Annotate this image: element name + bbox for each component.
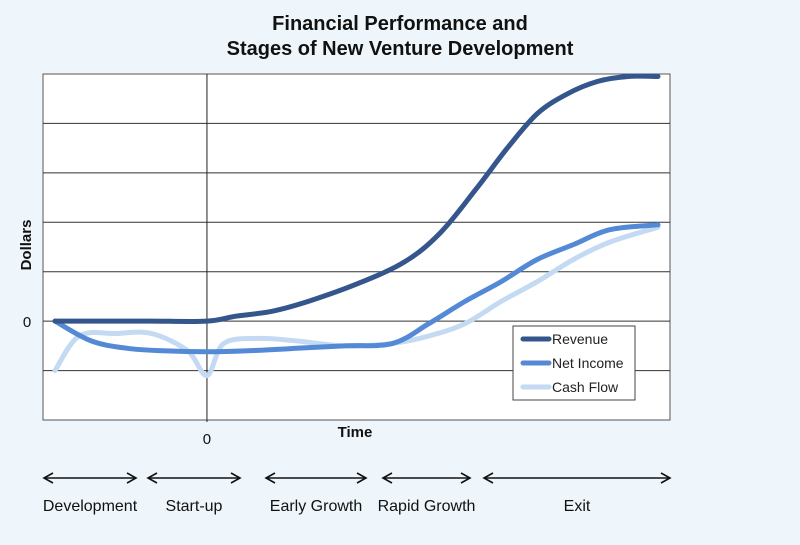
stage-label-development: Development bbox=[42, 498, 138, 515]
stage-label-rapid-growth: Rapid Growth bbox=[377, 498, 476, 515]
series-line-net-income bbox=[52, 222, 661, 355]
y-zero-label: 0 bbox=[23, 314, 31, 331]
stage-arrow-right-head bbox=[126, 472, 138, 484]
stage-arrow-left-head bbox=[264, 472, 276, 484]
chart-title-line-2: Stages of New Venture Development bbox=[226, 38, 574, 60]
legend-label-net-income: Net Income bbox=[552, 355, 624, 371]
stage-label-exit: Exit bbox=[563, 498, 591, 515]
stage-arrow-right-head bbox=[230, 472, 242, 484]
legend-label-cash-flow: Cash Flow bbox=[552, 379, 619, 395]
chart-title: Financial Performance and Stages of New … bbox=[0, 12, 800, 62]
stage-arrow-left-head bbox=[381, 472, 393, 484]
chart-title-line-1: Financial Performance and bbox=[272, 13, 528, 35]
series-line-revenue bbox=[52, 73, 661, 324]
stage-label-start-up: Start-up bbox=[165, 498, 223, 515]
x-axis-title: Time bbox=[338, 424, 373, 441]
y-axis-title: Dollars bbox=[18, 220, 35, 271]
series-line-cash-flow bbox=[52, 224, 661, 378]
stage-arrow-left-head bbox=[482, 472, 494, 484]
stage-arrow-right-head bbox=[660, 472, 672, 484]
legend-label-revenue: Revenue bbox=[552, 331, 608, 347]
stage-arrow-left-head bbox=[42, 472, 54, 484]
stage-arrow-left-head bbox=[146, 472, 158, 484]
stage-arrow-right-head bbox=[356, 472, 368, 484]
stage-arrow-right-head bbox=[460, 472, 472, 484]
stage-label-early-growth: Early Growth bbox=[269, 498, 363, 515]
x-zero-label: 0 bbox=[203, 431, 211, 448]
